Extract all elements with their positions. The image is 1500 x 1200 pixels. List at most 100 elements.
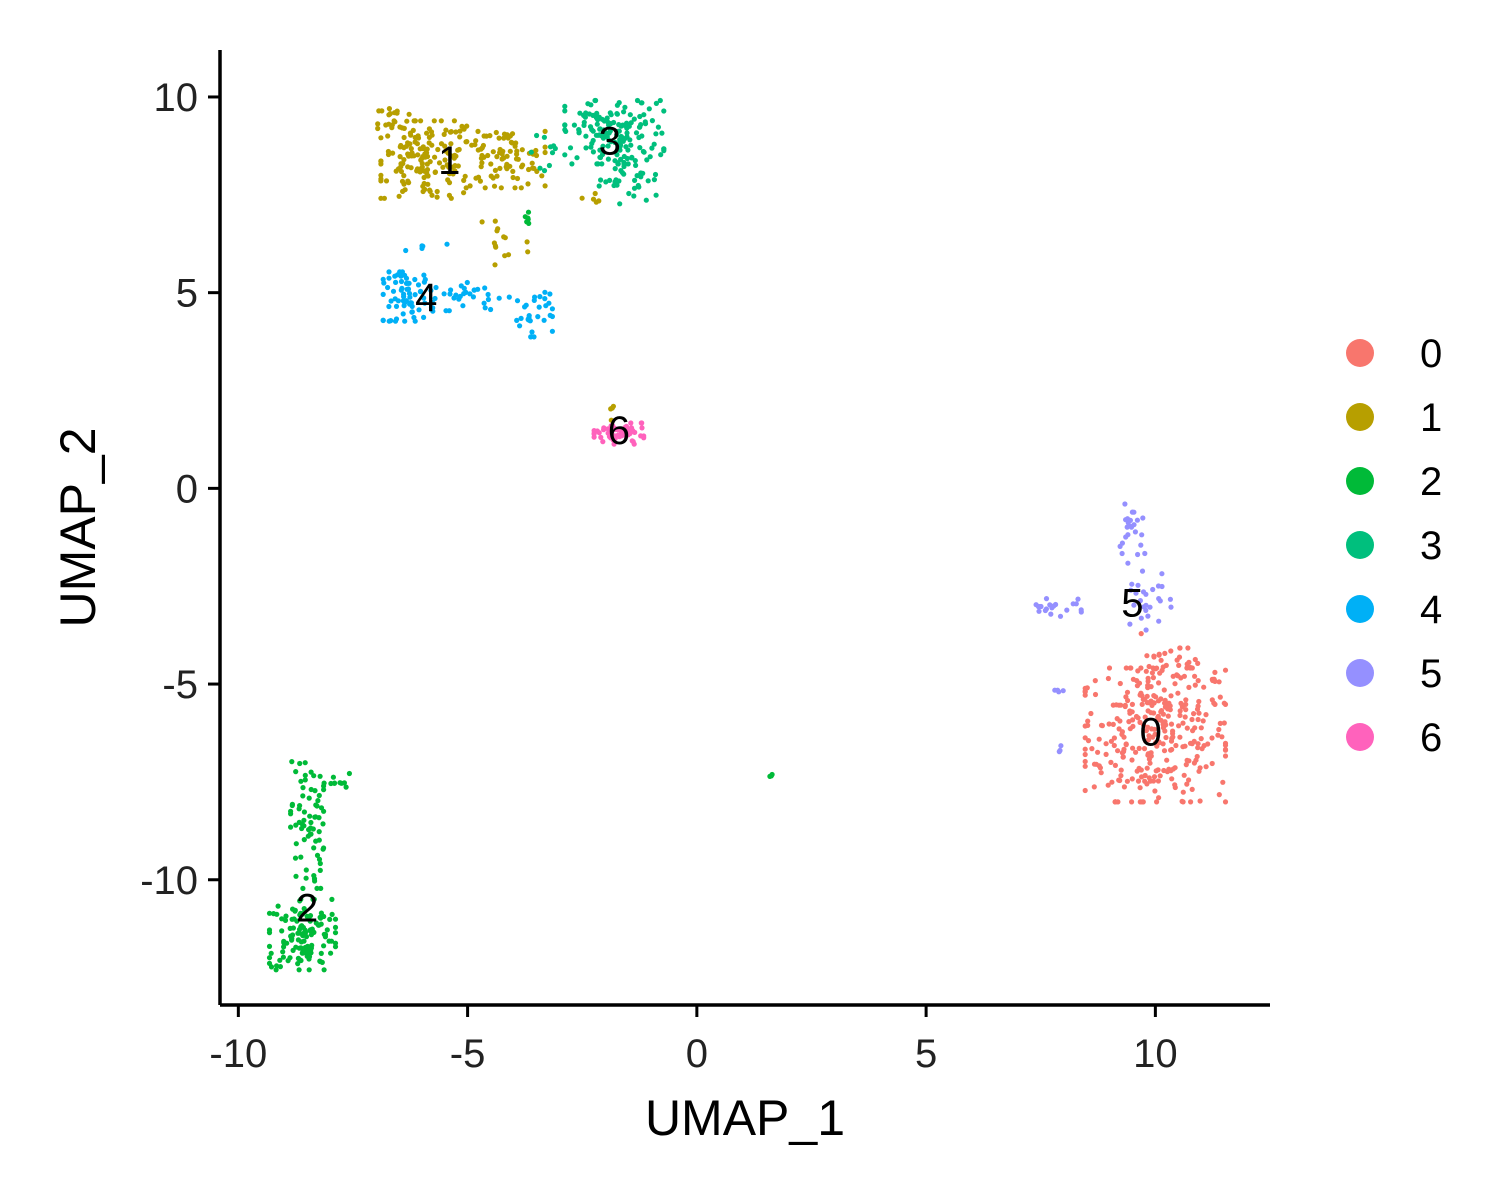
point bbox=[303, 950, 309, 956]
point bbox=[1146, 775, 1152, 781]
point bbox=[1163, 734, 1169, 741]
point bbox=[418, 288, 424, 294]
point bbox=[302, 777, 308, 783]
point bbox=[514, 175, 521, 182]
point bbox=[596, 183, 602, 189]
point bbox=[1118, 773, 1124, 779]
point bbox=[514, 151, 520, 157]
point bbox=[415, 152, 421, 158]
point bbox=[596, 430, 602, 436]
point bbox=[1172, 765, 1178, 771]
point bbox=[529, 329, 535, 335]
point bbox=[499, 156, 505, 162]
point bbox=[634, 97, 641, 104]
point bbox=[332, 916, 339, 922]
point bbox=[615, 160, 621, 166]
point bbox=[611, 441, 617, 447]
point bbox=[303, 867, 309, 873]
point bbox=[390, 150, 396, 156]
point bbox=[1105, 675, 1111, 682]
point bbox=[1134, 517, 1140, 523]
point bbox=[617, 143, 623, 149]
point bbox=[406, 290, 413, 297]
point bbox=[639, 100, 645, 106]
point bbox=[293, 769, 299, 775]
point bbox=[326, 938, 332, 944]
point bbox=[477, 178, 483, 184]
point bbox=[455, 163, 461, 169]
point bbox=[488, 161, 494, 167]
point bbox=[562, 108, 568, 114]
point bbox=[523, 302, 529, 308]
point bbox=[266, 943, 273, 950]
point bbox=[401, 125, 407, 131]
point bbox=[590, 137, 596, 144]
point bbox=[1196, 698, 1202, 705]
point bbox=[512, 185, 518, 191]
x-tick-label: 10 bbox=[1133, 1032, 1178, 1076]
point bbox=[318, 910, 324, 916]
point bbox=[653, 100, 660, 106]
point bbox=[491, 240, 497, 246]
cluster-label-0: 0 bbox=[1140, 710, 1162, 754]
point bbox=[408, 132, 414, 138]
point bbox=[542, 128, 548, 134]
point bbox=[653, 192, 659, 198]
point bbox=[1096, 763, 1102, 769]
point bbox=[517, 323, 523, 329]
point bbox=[375, 121, 381, 127]
point bbox=[1177, 708, 1183, 714]
point bbox=[639, 425, 645, 431]
point bbox=[1160, 721, 1166, 728]
point bbox=[1158, 708, 1165, 714]
point bbox=[314, 885, 320, 892]
point bbox=[1170, 728, 1176, 734]
point bbox=[301, 817, 307, 823]
point bbox=[1144, 765, 1150, 771]
point bbox=[1168, 604, 1174, 610]
point bbox=[642, 119, 648, 125]
point bbox=[417, 167, 423, 174]
point bbox=[647, 154, 653, 160]
point bbox=[1113, 702, 1119, 708]
point bbox=[637, 113, 643, 120]
legend-item-0: 0 bbox=[1346, 332, 1442, 376]
point bbox=[288, 824, 294, 830]
point bbox=[1143, 668, 1149, 674]
point bbox=[1048, 611, 1054, 617]
point bbox=[1129, 509, 1135, 515]
point bbox=[332, 930, 339, 936]
point bbox=[527, 318, 533, 324]
point bbox=[1215, 732, 1221, 738]
point bbox=[1128, 587, 1134, 593]
point bbox=[301, 930, 307, 936]
point bbox=[1181, 772, 1187, 778]
point bbox=[274, 911, 280, 917]
point bbox=[280, 954, 286, 960]
point bbox=[1108, 759, 1114, 766]
point bbox=[505, 252, 512, 258]
point bbox=[588, 144, 594, 150]
point bbox=[611, 119, 617, 126]
point bbox=[1168, 738, 1175, 744]
x-tick-label: -10 bbox=[209, 1032, 267, 1076]
point bbox=[625, 161, 631, 167]
point bbox=[541, 134, 548, 140]
point bbox=[289, 801, 295, 808]
point bbox=[1064, 607, 1070, 613]
point bbox=[1187, 664, 1194, 671]
point bbox=[303, 875, 309, 881]
point bbox=[329, 911, 335, 918]
point bbox=[424, 161, 430, 167]
point bbox=[590, 149, 597, 155]
point bbox=[290, 925, 296, 931]
point bbox=[396, 193, 402, 199]
point bbox=[597, 154, 604, 161]
point bbox=[1103, 751, 1109, 758]
point bbox=[277, 957, 283, 963]
point bbox=[1156, 680, 1162, 686]
point bbox=[412, 292, 418, 298]
point bbox=[1180, 720, 1186, 726]
point bbox=[1120, 754, 1126, 760]
point bbox=[463, 185, 469, 191]
